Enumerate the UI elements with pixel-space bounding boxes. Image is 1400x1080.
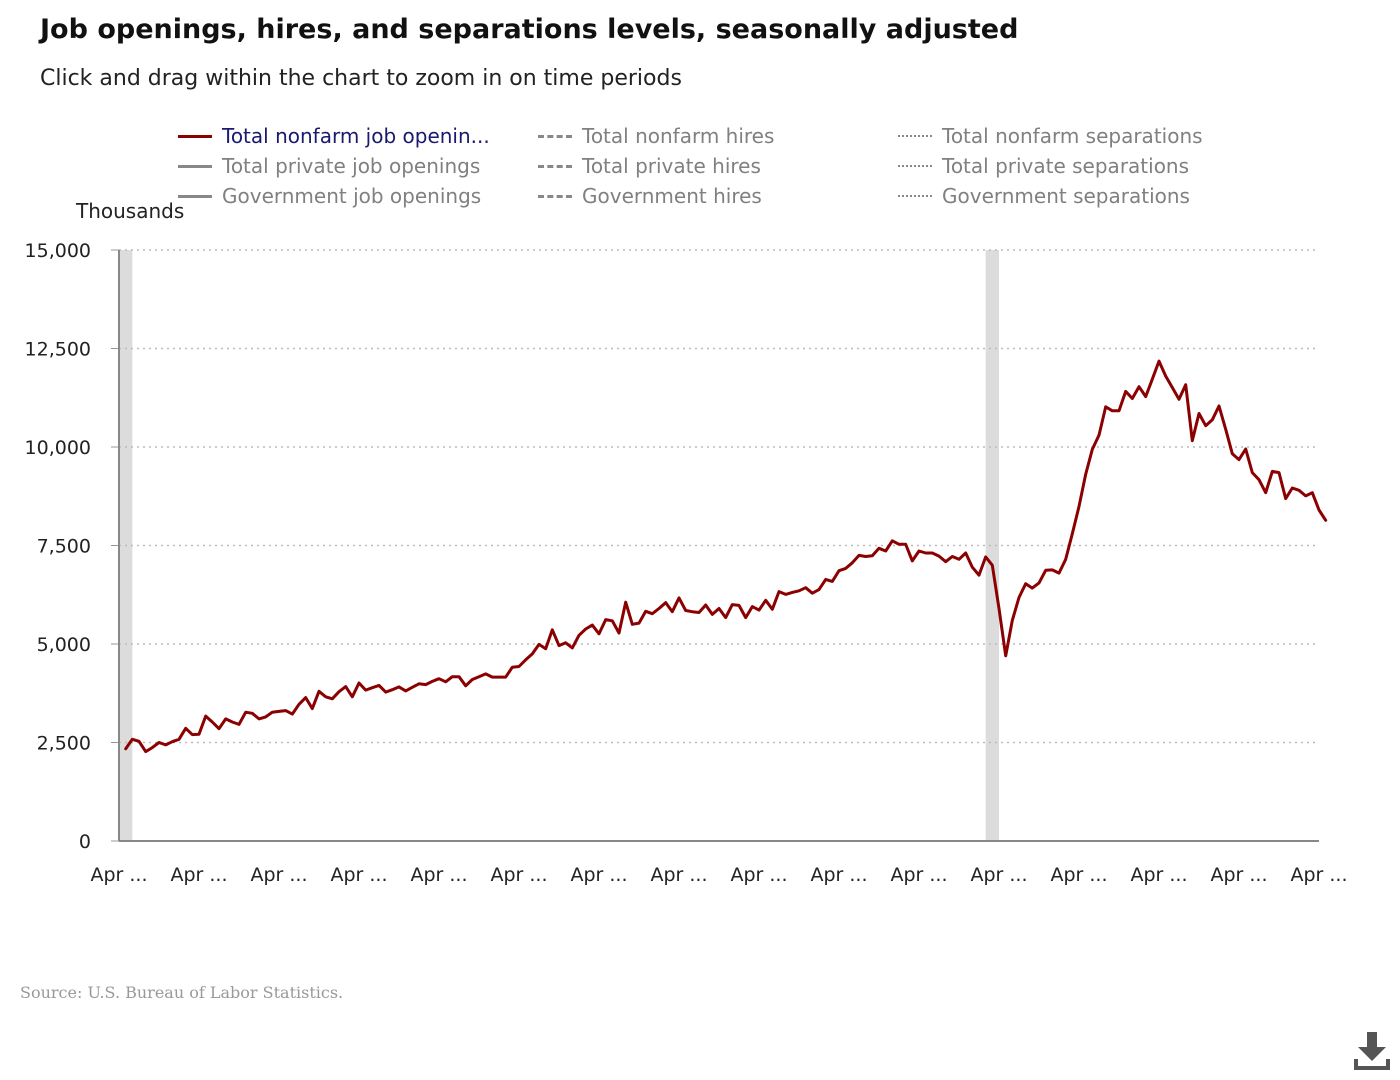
x-tick-label: Apr ... xyxy=(330,864,387,886)
legend-line-swatch xyxy=(538,194,572,198)
x-tick-label: Apr ... xyxy=(1050,864,1107,886)
legend-line-swatch xyxy=(538,164,572,168)
legend-item[interactable]: Total nonfarm job openin... xyxy=(178,123,490,149)
legend-item[interactable]: Total nonfarm separations xyxy=(898,123,1203,149)
legend-item[interactable]: Government hires xyxy=(538,183,762,209)
download-icon[interactable] xyxy=(1352,1030,1392,1072)
x-tick-label: Apr ... xyxy=(890,864,947,886)
legend-line-swatch xyxy=(178,194,212,198)
x-tick-label: Apr ... xyxy=(970,864,1027,886)
legend-item[interactable]: Total private job openings xyxy=(178,153,480,179)
x-tick-label: Apr ... xyxy=(570,864,627,886)
x-tick-label: Apr ... xyxy=(250,864,307,886)
x-tick-label: Apr ... xyxy=(810,864,867,886)
source-note: Source: U.S. Bureau of Labor Statistics. xyxy=(20,983,344,1002)
y-tick-label: 0 xyxy=(79,831,91,853)
legend-line-swatch xyxy=(178,134,212,138)
legend-item[interactable]: Government job openings xyxy=(178,183,481,209)
x-tick-label: Apr ... xyxy=(90,864,147,886)
line-chart[interactable]: 0 2,500 5,000 7,500 10,000 12,500 15,000 Apr ..… xyxy=(0,230,1400,910)
x-tick-label: Apr ... xyxy=(170,864,227,886)
recession-band xyxy=(985,250,999,841)
y-tick-label: 7,500 xyxy=(37,536,91,558)
legend-label: Government hires xyxy=(582,184,762,208)
x-tick-label: Apr ... xyxy=(730,864,787,886)
chart-title: Job openings, hires, and separations lev… xyxy=(40,14,1019,45)
y-tick-label: 5,000 xyxy=(37,634,91,656)
x-tick-label: Apr ... xyxy=(410,864,467,886)
legend-item[interactable]: Total private hires xyxy=(538,153,761,179)
legend-label: Government separations xyxy=(942,184,1190,208)
series-line-total-nonfarm-job-openings[interactable] xyxy=(124,359,1328,754)
legend-line-swatch xyxy=(898,195,932,197)
legend-line-swatch xyxy=(898,135,932,137)
legend-label: Total private separations xyxy=(942,154,1190,178)
y-axis-label: Thousands xyxy=(76,199,185,223)
legend-item[interactable]: Total private separations xyxy=(898,153,1189,179)
legend-line-swatch xyxy=(898,165,932,167)
legend-label: Government job openings xyxy=(222,184,482,208)
x-tick-label: Apr ... xyxy=(490,864,547,886)
y-tick-label: 10,000 xyxy=(25,437,91,459)
legend: Total nonfarm job openin... Total nonfarm… xyxy=(0,0,1400,230)
legend-item[interactable]: Government separations xyxy=(898,183,1190,209)
y-tick-label: 2,500 xyxy=(37,733,91,755)
legend-label: Total nonfarm separations xyxy=(942,124,1203,148)
chart-subtitle: Click and drag within the chart to zoom … xyxy=(40,66,682,91)
y-tick-label: 12,500 xyxy=(25,339,91,361)
x-tick-label: Apr ... xyxy=(1130,864,1187,886)
legend-label: Total nonfarm job openin... xyxy=(222,124,490,148)
legend-label: Total nonfarm hires xyxy=(582,124,775,148)
legend-label: Total private hires xyxy=(582,154,761,178)
x-tick-label: Apr ... xyxy=(1290,864,1347,886)
legend-line-swatch xyxy=(178,164,212,168)
legend-line-swatch xyxy=(538,134,572,138)
legend-label: Total private job openings xyxy=(222,154,481,178)
y-tick-label: 15,000 xyxy=(25,240,91,262)
x-tick-label: Apr ... xyxy=(650,864,707,886)
legend-item[interactable]: Total nonfarm hires xyxy=(538,123,774,149)
x-tick-label: Apr ... xyxy=(1210,864,1267,886)
